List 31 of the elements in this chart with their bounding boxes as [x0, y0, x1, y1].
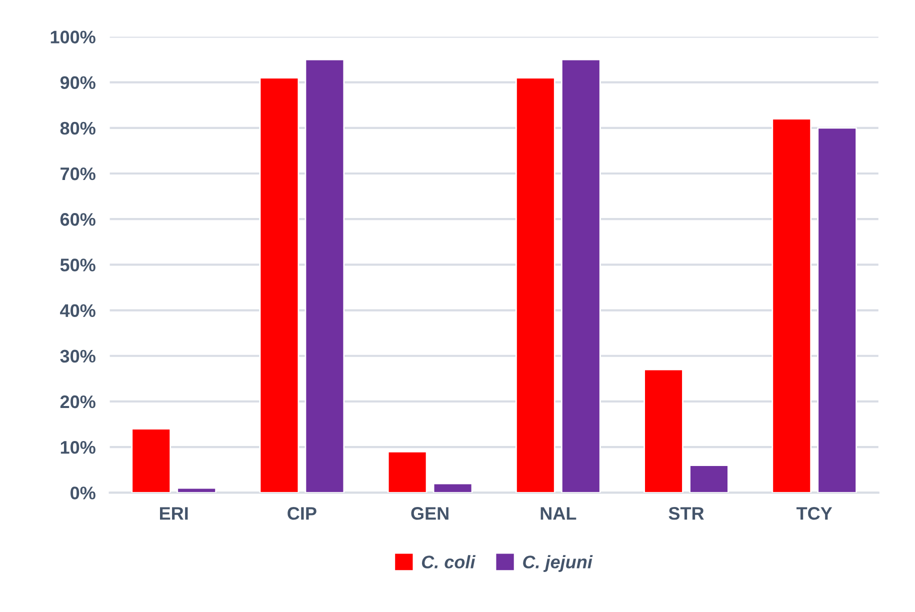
y-tick-label: 90% [60, 76, 96, 90]
x-tick-label: GEN [411, 507, 448, 520]
bar [644, 368, 684, 493]
bar [304, 58, 345, 493]
bar [817, 127, 857, 493]
x-tick-label: NAL [540, 507, 576, 520]
y-tick-label: 40% [60, 304, 96, 318]
x-tick-label: CIP [288, 507, 316, 520]
y-tick-label: 50% [60, 258, 96, 272]
x-tick-label: TCY [796, 507, 832, 520]
y-tick-label: 30% [60, 350, 96, 363]
bar [560, 58, 601, 493]
x-tick-label: ERI [160, 507, 188, 520]
y-tick-label: 60% [60, 213, 96, 226]
bar [259, 77, 300, 493]
bar [516, 77, 556, 493]
y-tick-label: 100% [50, 30, 96, 44]
bar [387, 450, 428, 493]
y-tick-label: 70% [60, 167, 96, 180]
y-tick-label: 0% [70, 486, 96, 500]
y-tick-label: 20% [60, 395, 96, 408]
x-tick-label: STR [668, 507, 704, 520]
y-tick-label: 10% [60, 441, 96, 454]
bar [176, 487, 216, 493]
bar [432, 482, 473, 493]
bar [131, 428, 172, 493]
bar [689, 464, 729, 493]
legend-label: C. jejuni [523, 555, 593, 572]
legend-label: C. coli [422, 555, 476, 568]
bar [772, 118, 812, 493]
y-tick-label: 80% [60, 122, 96, 135]
